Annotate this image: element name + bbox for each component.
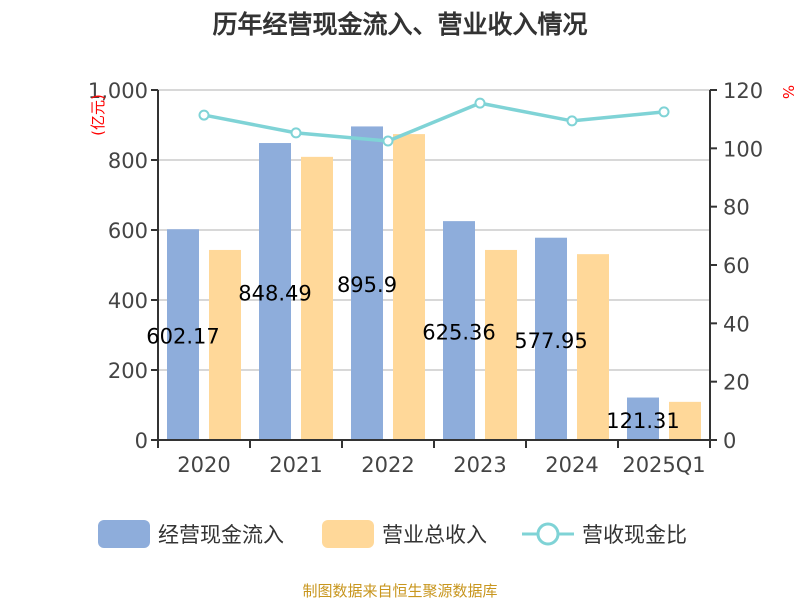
y-tick-label: 600 [108, 219, 148, 243]
y-tick-label: 200 [108, 359, 148, 383]
y2-axis-label: % [779, 85, 797, 99]
x-tick-label: 2025Q1 [622, 453, 705, 477]
data-label: 602.17 [146, 325, 219, 349]
y-tick-label: 1,000 [88, 79, 148, 103]
legend-marker-ratio [536, 522, 560, 546]
y-tick-label: 800 [108, 149, 148, 173]
line-point [382, 135, 394, 147]
legend-label: 营收现金比 [582, 523, 687, 547]
bar-revenue [669, 401, 701, 440]
legend-swatch-cash-inflow [98, 520, 150, 548]
bar-cash-inflow [259, 143, 291, 440]
y2-tick-label: 120 [723, 79, 763, 103]
bar-cash-inflow [535, 237, 567, 440]
source-note: 制图数据来自恒生聚源数据库 [302, 582, 497, 600]
line-point [290, 127, 302, 139]
y2-tick-label: 40 [723, 312, 750, 336]
y2-tick-label: 60 [723, 254, 750, 278]
y2-tick-label: 0 [723, 429, 736, 453]
bar-cash-inflow [443, 221, 475, 440]
data-label: 895.9 [337, 273, 397, 297]
legend-swatch-revenue [322, 520, 374, 548]
data-label: 625.36 [422, 321, 495, 345]
bar-revenue [577, 254, 609, 440]
y2-tick-label: 20 [723, 371, 750, 395]
x-tick-label: 2023 [453, 453, 506, 477]
x-tick-label: 2021 [269, 453, 322, 477]
x-tick-label: 2022 [361, 453, 414, 477]
line-point [658, 106, 670, 118]
x-tick-label: 2020 [177, 453, 230, 477]
y-axis-label: (亿元) [89, 94, 107, 136]
data-label: 121.31 [606, 409, 679, 433]
bar-revenue [485, 249, 517, 440]
bar-cash-inflow [167, 229, 199, 440]
bar-cash-inflow [351, 126, 383, 440]
bar-revenue [393, 134, 425, 440]
legend-label: 营业总收入 [382, 523, 487, 547]
bar-revenue [209, 249, 241, 440]
bar-cash-inflow [627, 397, 659, 440]
y-tick-label: 0 [135, 429, 148, 453]
bar-revenue [301, 156, 333, 440]
y2-tick-label: 100 [723, 137, 763, 161]
y-tick-label: 400 [108, 289, 148, 313]
line-ratio [203, 101, 665, 143]
line-point [474, 97, 486, 109]
y2-tick-label: 80 [723, 196, 750, 220]
data-label: 577.95 [514, 329, 587, 353]
chart-title: 历年经营现金流入、营业收入情况 [212, 10, 587, 39]
legend-label: 经营现金流入 [158, 523, 284, 547]
x-tick-label: 2024 [545, 453, 598, 477]
line-point [198, 109, 210, 121]
data-label: 848.49 [238, 282, 311, 306]
line-point [566, 115, 578, 127]
